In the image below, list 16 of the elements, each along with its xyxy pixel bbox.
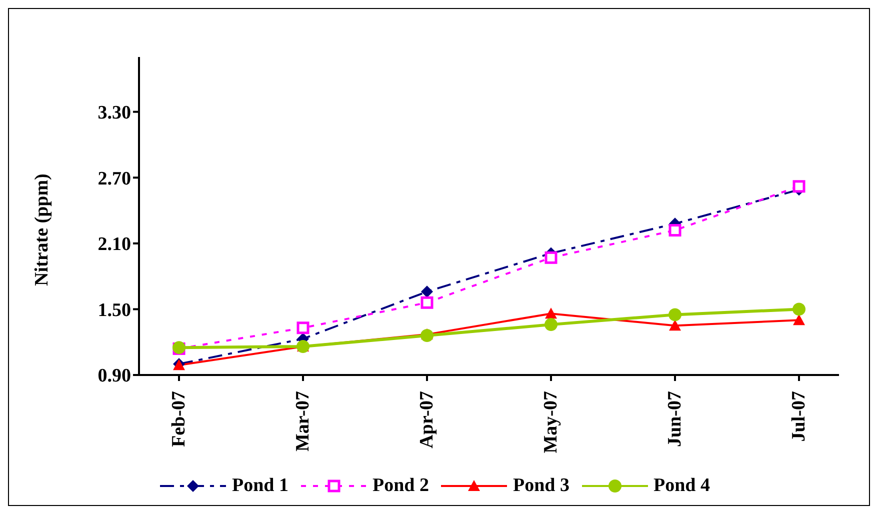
y-tick-label: 2.10	[98, 234, 131, 256]
x-tick-label: Feb-07	[168, 390, 190, 447]
x-tick-label: Jun-07	[664, 390, 686, 447]
y-tick-label: 1.50	[98, 300, 131, 321]
legend-label: Pond 1	[232, 475, 288, 497]
x-tick-label: May-07	[540, 390, 562, 454]
legend-label: Pond 3	[513, 475, 570, 497]
x-tick-label: Mar-07	[292, 390, 314, 452]
y-tick-label: 3.30	[98, 102, 131, 124]
legend-label: Pond 4	[654, 475, 710, 497]
y-tick-label: 0.90	[98, 366, 131, 387]
x-tick-label: Apr-07	[416, 390, 438, 448]
x-tick-label: Jul-07	[788, 390, 810, 442]
legend-label: Pond 2	[372, 475, 429, 497]
y-axis-title: Nitrate (ppm)	[32, 174, 53, 286]
y-tick-label: 2.70	[98, 168, 131, 190]
